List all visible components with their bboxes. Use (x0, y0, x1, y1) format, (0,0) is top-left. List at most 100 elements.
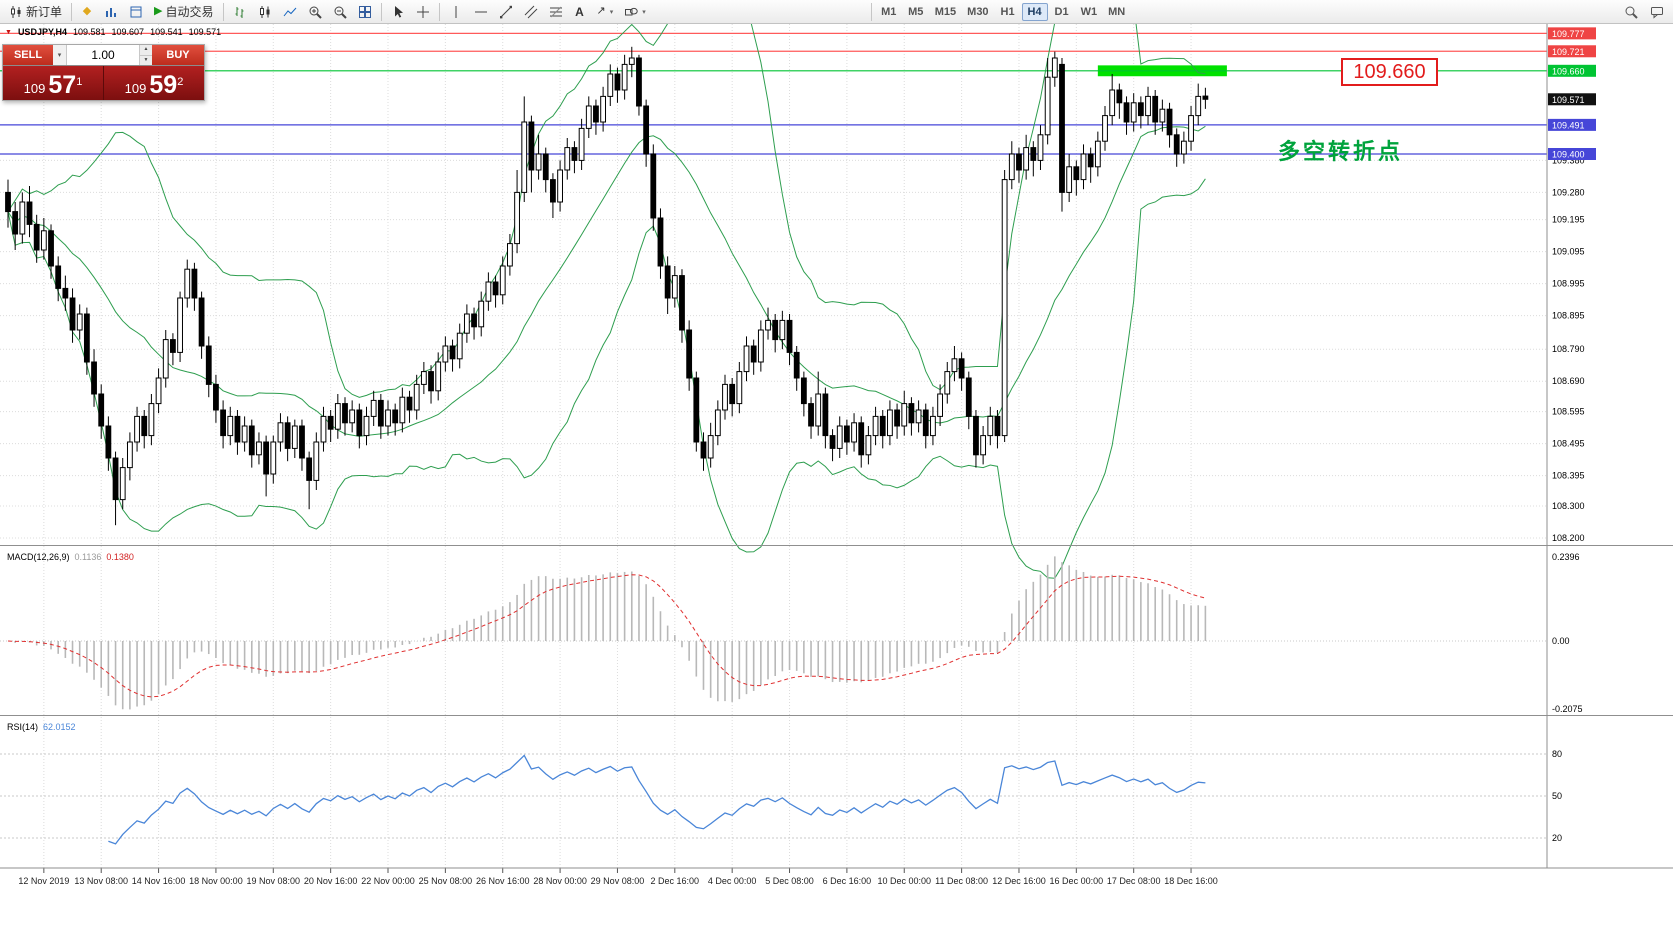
tf-button-mn[interactable]: MN (1108, 5, 1126, 18)
candle-body (822, 393, 829, 437)
candle-body (987, 415, 994, 437)
candle-body (1073, 166, 1080, 181)
buy-price-button[interactable]: 109 59 2 (103, 66, 204, 100)
autotrading-play-icon: ▶ (154, 5, 163, 17)
candle-body (26, 201, 33, 225)
candle-body (91, 361, 97, 395)
candle-body (600, 95, 607, 123)
line-chart-button[interactable] (278, 2, 302, 22)
text-tool-button[interactable]: A (569, 2, 591, 22)
sell-button[interactable]: SELL (3, 45, 53, 65)
candle-body (693, 377, 700, 443)
candle-body (76, 313, 83, 331)
trendline-tool-button[interactable] (494, 2, 518, 22)
candle-body (1152, 95, 1159, 123)
tf-button-m15[interactable]: M15 (934, 5, 957, 18)
tf-button-h4[interactable]: H4 (1021, 2, 1048, 21)
cursor-button[interactable] (386, 2, 410, 22)
buy-button[interactable]: BUY (152, 45, 204, 65)
candle-body (636, 57, 642, 107)
candle-body (894, 409, 900, 427)
chart-canvas[interactable]: 12 Nov 2019 13 Nov 08:00 14 Nov 16:00 18 No… (0, 24, 1673, 946)
horizontal-line-icon (474, 11, 487, 12)
tf-button-d1[interactable]: D1 (1054, 5, 1069, 18)
price-marker-label: 109.721 (1552, 47, 1585, 57)
fibonacci-tool-button[interactable] (544, 2, 568, 22)
zoom-out-button[interactable] (328, 2, 352, 22)
candle-body (284, 422, 291, 449)
chart-note-text[interactable]: 多空转折点 (1278, 139, 1404, 164)
price-scale-label: 109.380 (1552, 155, 1585, 165)
candle-body (69, 297, 76, 331)
zoom-in-button[interactable] (303, 2, 327, 22)
price-marker-box (1548, 64, 1596, 77)
volume-dropdown-button[interactable]: ▾ (53, 45, 67, 65)
tf-button-h1[interactable]: H1 (1000, 5, 1015, 18)
candle-body (313, 441, 320, 481)
chevron-down-icon: ▾ (642, 8, 646, 16)
sell-price-button[interactable]: 109 57 1 (3, 66, 103, 100)
time-label: 12 Dec 16:00 (992, 876, 1046, 886)
time-label: 17 Dec 08:00 (1107, 876, 1161, 886)
candle-body (786, 319, 793, 353)
tf-button-m5[interactable]: M5 (908, 5, 924, 18)
one-click-trading-widget: SELL ▾ ▲ ▼ BUY 109 57 1 109 59 2 (2, 44, 205, 101)
search-button[interactable] (1619, 2, 1643, 22)
candle-body (377, 399, 384, 427)
candle-body (291, 425, 298, 449)
candle-body (1016, 153, 1022, 171)
candle-body (148, 403, 155, 437)
candle-body (320, 415, 327, 443)
chat-bubble-icon (1651, 6, 1663, 19)
candle-body (686, 329, 693, 379)
tile-windows-button[interactable] (353, 2, 377, 22)
macd-signal-line (7, 574, 1206, 698)
autotrading-button[interactable]: ▶ 自动交易 (149, 2, 218, 22)
panel-separator-rsi[interactable] (0, 715, 1673, 716)
tf-button-m1[interactable]: M1 (881, 5, 897, 18)
panel-separator-macd[interactable] (0, 545, 1673, 546)
candles-layer (5, 46, 1209, 526)
tf-button-m30[interactable]: M30 (967, 5, 989, 18)
candle-body (1123, 102, 1130, 123)
data-window-button[interactable] (124, 2, 148, 22)
tf-button-w1[interactable]: W1 (1080, 5, 1098, 18)
price-callout-box[interactable]: 109.660 (1341, 58, 1438, 86)
channel-tool-button[interactable] (519, 2, 543, 22)
crosshair-button[interactable] (411, 2, 435, 22)
candle-body (521, 121, 528, 193)
candle-body (248, 425, 255, 456)
candle-body (1001, 179, 1008, 437)
candlestick-chart-button[interactable] (253, 2, 277, 22)
candle-body (607, 73, 614, 97)
spinner-down-icon[interactable]: ▼ (140, 54, 152, 65)
candle-body (973, 415, 979, 456)
shapes-tool-button[interactable]: ▾ (619, 2, 651, 22)
vertical-line-icon (455, 5, 456, 18)
market-watch-button[interactable] (99, 2, 123, 22)
toolbar-separator (438, 2, 440, 21)
candle-body (944, 371, 951, 395)
favorites-button[interactable]: ◆ (76, 2, 98, 22)
rsi-name: RSI(14) (7, 722, 39, 732)
new-order-button[interactable]: 新订单 (4, 2, 67, 22)
bar-chart-button[interactable] (228, 2, 252, 22)
price-scale-label: 108.300 (1552, 501, 1585, 511)
arrows-tool-button[interactable]: ↗ ▾ (592, 2, 619, 22)
candle-body (757, 329, 764, 363)
candle-body (836, 425, 843, 449)
candle-body (765, 319, 771, 331)
one-click-toggle-icon[interactable]: ▼ (5, 28, 12, 36)
candle-body (1044, 76, 1051, 136)
candle-body (499, 265, 506, 296)
spinner-up-icon[interactable]: ▲ (140, 45, 152, 55)
search-icon (1625, 6, 1638, 19)
candle-body (327, 415, 334, 430)
price-scale-label: 108.790 (1552, 344, 1585, 354)
feedback-button[interactable] (1645, 2, 1669, 22)
horizontal-line-tool-button[interactable] (469, 2, 493, 22)
volume-input[interactable] (67, 45, 139, 65)
candle-body (1202, 95, 1209, 100)
vertical-line-tool-button[interactable] (444, 2, 468, 22)
candle-body (571, 147, 578, 161)
